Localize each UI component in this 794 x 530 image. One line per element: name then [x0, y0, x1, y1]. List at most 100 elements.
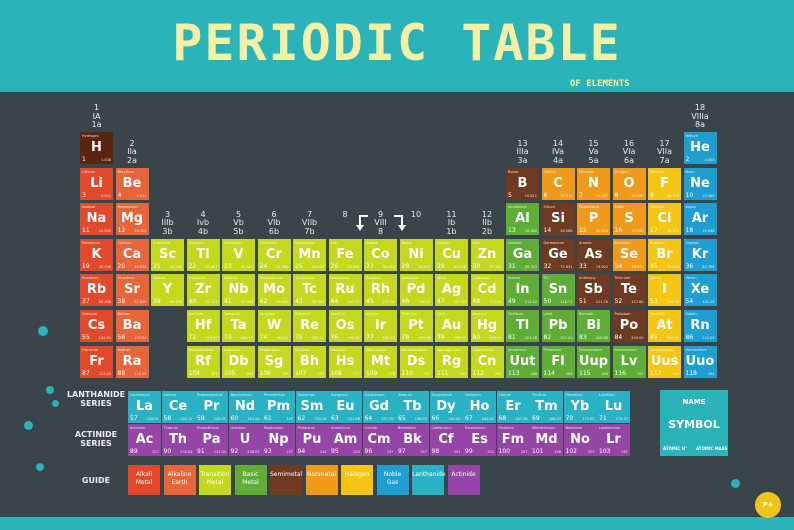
element-tile[interactable]: Lead Pb 82 207.20: [541, 310, 575, 342]
element-tile[interactable]: Aluminium Al 13 26.982: [506, 203, 539, 236]
element-tile[interactable]: Americium Am 95 243: [329, 424, 362, 456]
element-tile[interactable]: Californium Cf 98 251: [429, 424, 463, 456]
element-tile[interactable]: Phosphorus P 15 30.974: [577, 203, 610, 236]
element-tile[interactable]: Nitrogen N 7 14.007: [577, 167, 610, 200]
element-tile[interactable]: Ruthenium Ru 44 101.07: [328, 274, 362, 307]
element-tile[interactable]: Ununseptium Uus 117 294: [648, 345, 681, 378]
element-tile[interactable]: Rhenium Re 75 186.21: [293, 310, 326, 342]
element-tile[interactable]: Technetium Tc 43 98.000: [293, 274, 326, 307]
element-tile[interactable]: Vanadium V 23 50.942: [222, 238, 255, 271]
element-tile[interactable]: Gold Au 79 196.97: [435, 310, 468, 342]
element-tile[interactable]: Lithium Li 3 6.941: [80, 167, 113, 200]
element-tile[interactable]: Radium Ra 88 226.00: [115, 345, 149, 378]
element-tile[interactable]: Iridium Ir 77 192.22: [364, 310, 397, 342]
element-tile[interactable]: Barium Ba 56 137.33: [115, 310, 149, 342]
element-tile[interactable]: Terbium Tb 65 158.93: [396, 391, 429, 423]
element-tile[interactable]: Samarium Sm 62 150.36: [295, 391, 329, 423]
element-tile[interactable]: Krypton Kr 36 83.798: [683, 238, 717, 271]
element-tile[interactable]: Molybdenum Mo 42 95.950: [257, 274, 291, 307]
element-tile[interactable]: Cobalt Co 27 58.933: [364, 238, 397, 271]
element-tile[interactable]: Nickel Ni 28 58.693: [399, 238, 433, 271]
element-tile[interactable]: Dysprosium Dy 66 162.50: [429, 391, 463, 423]
element-tile[interactable]: Einsteinium Es 99 252: [463, 424, 496, 456]
element-tile[interactable]: Zinc Zn 30 65.380: [470, 238, 504, 271]
element-tile[interactable]: Seaborgium Sg 106 269: [257, 345, 291, 378]
element-tile[interactable]: Iron Fe 26 55.845: [328, 238, 362, 271]
element-tile[interactable]: Thorium Th 90 232.04: [161, 424, 195, 456]
element-tile[interactable]: Livermorium Lv 116 293: [612, 345, 646, 378]
element-tile[interactable]: Platinum Pt 78 195.08: [399, 310, 433, 342]
element-tile[interactable]: Osmium Os 76 190.23: [328, 310, 362, 342]
element-tile[interactable]: Actinium Ac 89 227: [128, 424, 161, 456]
element-tile[interactable]: Scandium Sc 21 44.956: [151, 238, 184, 271]
element-tile[interactable]: Titanium Ti 22 47.867: [186, 238, 220, 271]
element-tile[interactable]: Ununoctium Uuo 118 294: [683, 345, 717, 378]
element-tile[interactable]: Copper Cu 29 63.546: [435, 238, 468, 271]
element-tile[interactable]: Darmstadtium Ds 110 281: [399, 345, 433, 378]
element-tile[interactable]: Polonium Po 84 209.00: [612, 310, 646, 342]
element-tile[interactable]: Neptunium Np 93 237: [262, 424, 295, 456]
element-tile[interactable]: Francium Fr 87 223.00: [80, 345, 113, 378]
element-tile[interactable]: Beryllium Be 4 9.012: [115, 167, 149, 200]
element-tile[interactable]: Yttrium Y 39 88.906: [151, 274, 184, 307]
element-tile[interactable]: Xenon Xe 54 131.29: [683, 274, 717, 307]
element-tile[interactable]: Strontium Sr 38 87.620: [115, 274, 149, 307]
element-tile[interactable]: Berkelium Bk 97 247: [396, 424, 429, 456]
element-tile[interactable]: Tantalum Ta 73 180.95: [222, 310, 255, 342]
element-tile[interactable]: Palladium Pd 46 106.42: [399, 274, 433, 307]
element-tile[interactable]: Hassium Hs 108 277: [328, 345, 362, 378]
element-tile[interactable]: Caesium Cs 55 132.91: [80, 310, 113, 342]
element-tile[interactable]: Hafnium Hf 72 178.49: [186, 310, 220, 342]
element-tile[interactable]: Copernicium Cn 112 285: [470, 345, 504, 378]
element-tile[interactable]: Carbon C 6 12.011: [541, 167, 575, 200]
element-tile[interactable]: Zirconium Zr 40 91.224: [186, 274, 220, 307]
element-tile[interactable]: Flerovium Fl 114 289: [541, 345, 575, 378]
element-tile[interactable]: Bromine Br 35 79.904: [648, 238, 681, 271]
element-tile[interactable]: Lutetium Lu 71 174.97: [597, 391, 630, 423]
element-tile[interactable]: Meitnerium Mt 109 278: [364, 345, 397, 378]
element-tile[interactable]: Praseodymium Pr 59 140.91: [195, 391, 228, 423]
element-tile[interactable]: Argon Ar 18 39.948: [683, 203, 717, 236]
element-tile[interactable]: Arsenic As 33 74.922: [577, 238, 610, 271]
element-tile[interactable]: Chlorine Cl 17 35.453: [648, 203, 681, 236]
element-tile[interactable]: Neodymium Nd 60 144.24: [228, 391, 262, 423]
element-tile[interactable]: Antimony Sb 51 121.76: [577, 274, 610, 307]
element-tile[interactable]: Nobelium No 102 259: [563, 424, 597, 456]
element-tile[interactable]: Protactinium Pa 91 231.04: [195, 424, 228, 456]
element-tile[interactable]: Radon Rn 86 222.00: [683, 310, 717, 342]
element-tile[interactable]: Rhodium Rh 45 102.91: [364, 274, 397, 307]
element-tile[interactable]: Silver Ag 47 107.87: [435, 274, 468, 307]
element-tile[interactable]: Roentgenium Rg 111 282: [435, 345, 468, 378]
element-tile[interactable]: Helium He 2 4.003: [683, 132, 717, 164]
element-tile[interactable]: Boron B 5 10.811: [506, 167, 539, 200]
element-tile[interactable]: Thallium Tl 81 204.38: [506, 310, 539, 342]
element-tile[interactable]: Erbium Er 68 167.26: [496, 391, 530, 423]
element-tile[interactable]: Thulium Tm 69 168.93: [530, 391, 563, 423]
element-tile[interactable]: Ununpentium Uup 115 289: [577, 345, 610, 378]
element-tile[interactable]: Germanium Ge 32 72.631: [541, 238, 575, 271]
element-tile[interactable]: Tin Sn 50 118.71: [541, 274, 575, 307]
element-tile[interactable]: Neon Ne 10 20.180: [683, 167, 717, 200]
element-tile[interactable]: Fluorine F 9 18.998: [648, 167, 681, 200]
element-tile[interactable]: Lanthanum La 57 138.91: [128, 391, 161, 423]
element-tile[interactable]: Cerium Ce 58 140.12: [161, 391, 195, 423]
element-tile[interactable]: Indium In 49 114.82: [506, 274, 539, 307]
element-tile[interactable]: Tungsten W 74 183.84: [257, 310, 291, 342]
element-tile[interactable]: Fermium Fm 100 257: [496, 424, 530, 456]
element-tile[interactable]: Holmium Ho 67 164.93: [463, 391, 496, 423]
element-tile[interactable]: Oxygen O 8 15.999: [612, 167, 646, 200]
element-tile[interactable]: Iodine I 53 126.90: [648, 274, 681, 307]
element-tile[interactable]: Manganese Mn 25 54.938: [293, 238, 326, 271]
element-tile[interactable]: Calcium Ca 20 40.078: [115, 238, 149, 271]
element-tile[interactable]: Bohrium Bh 107 270: [293, 345, 326, 378]
element-tile[interactable]: Chromium Cr 24 51.996: [257, 238, 291, 271]
element-tile[interactable]: Curium Cm 96 247: [362, 424, 396, 456]
element-tile[interactable]: Rutherfordium Rf 104 267: [186, 345, 220, 378]
element-tile[interactable]: Rubidium Rb 37 85.468: [80, 274, 113, 307]
element-tile[interactable]: Lawrencium Lr 103 262: [597, 424, 630, 456]
element-tile[interactable]: Potassium K 19 39.098: [80, 238, 113, 271]
element-tile[interactable]: Magnesium Mg 12 24.305: [115, 203, 149, 236]
element-tile[interactable]: Selenium Se 34 78.971: [612, 238, 646, 271]
element-tile[interactable]: Cadmium Cd 48 112.41: [470, 274, 504, 307]
element-tile[interactable]: Sulfur S 16 32.065: [612, 203, 646, 236]
